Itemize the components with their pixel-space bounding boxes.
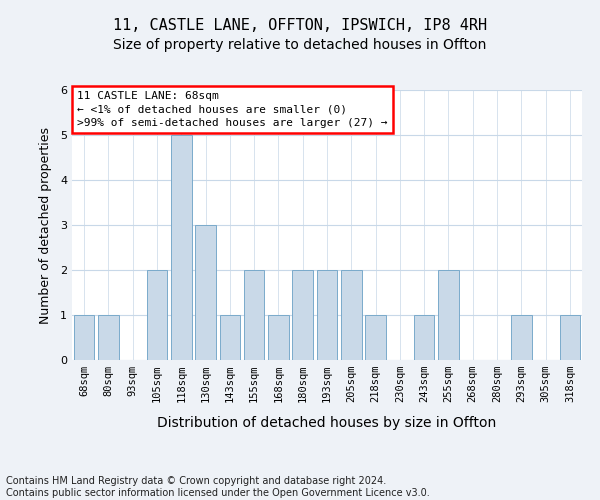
Bar [560,315,580,360]
X-axis label: Distribution of detached houses by size in Offton: Distribution of detached houses by size … [157,416,497,430]
Bar [171,135,191,360]
Bar [74,315,94,360]
Bar [220,315,240,360]
Text: 11, CASTLE LANE, OFFTON, IPSWICH, IP8 4RH: 11, CASTLE LANE, OFFTON, IPSWICH, IP8 4R… [113,18,487,32]
Text: 11 CASTLE LANE: 68sqm
← <1% of detached houses are smaller (0)
>99% of semi-deta: 11 CASTLE LANE: 68sqm ← <1% of detached … [77,92,388,128]
Y-axis label: Number of detached properties: Number of detached properties [38,126,52,324]
Text: Size of property relative to detached houses in Offton: Size of property relative to detached ho… [113,38,487,52]
Bar [195,225,216,360]
Bar [414,315,434,360]
Bar [98,315,119,360]
Bar [341,270,362,360]
Bar [268,315,289,360]
Text: Contains HM Land Registry data © Crown copyright and database right 2024.
Contai: Contains HM Land Registry data © Crown c… [6,476,430,498]
Bar [292,270,313,360]
Bar [511,315,532,360]
Bar [438,270,459,360]
Bar [244,270,265,360]
Bar [317,270,337,360]
Bar [146,270,167,360]
Bar [365,315,386,360]
